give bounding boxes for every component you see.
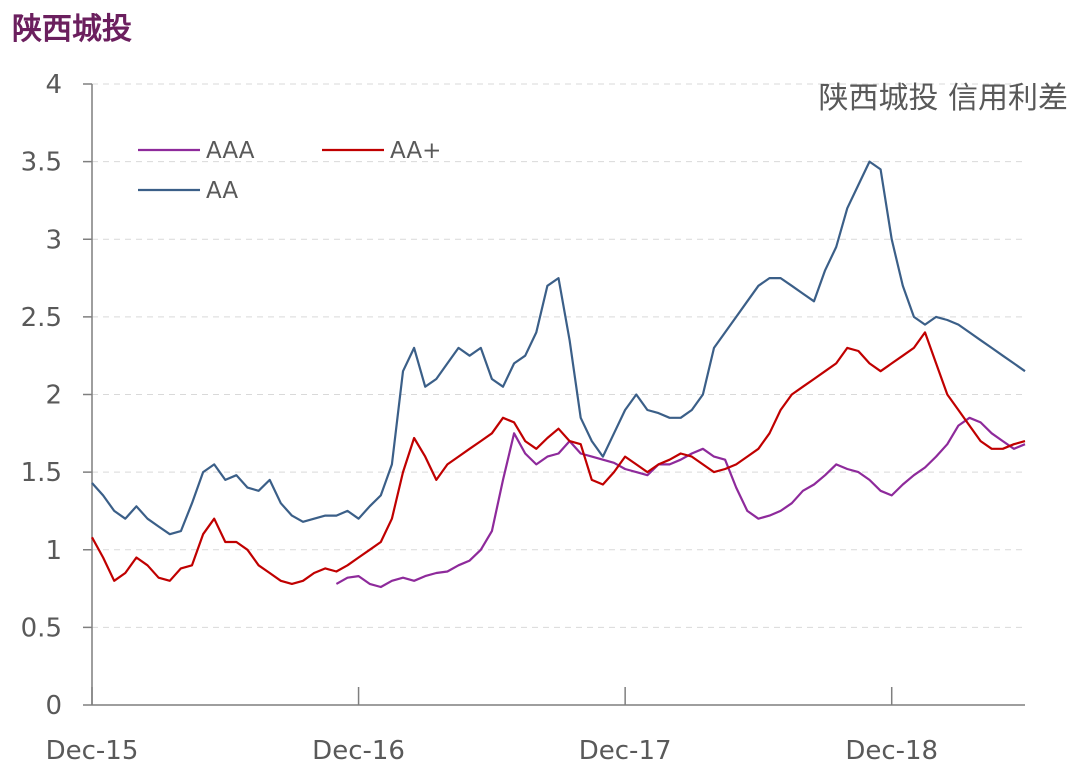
y-tick-label: 0 bbox=[45, 691, 62, 721]
x-tick-label: Dec-15 bbox=[46, 736, 139, 766]
legend-label: AA+ bbox=[390, 138, 441, 164]
y-tick-label: 3.5 bbox=[21, 148, 62, 178]
y-tick-label: 1 bbox=[45, 536, 62, 566]
y-tick-label: 2 bbox=[45, 381, 62, 411]
y-tick-label: 4 bbox=[45, 70, 62, 100]
y-tick-label: 3 bbox=[45, 225, 62, 255]
series-lines bbox=[91, 160, 1026, 589]
y-tick-label: 0.5 bbox=[21, 613, 62, 643]
y-axis-ticks: 0 0.5 1 1.5 2 2.5 3 3.5 4 bbox=[21, 70, 92, 721]
x-tick-label: Dec-17 bbox=[579, 736, 672, 766]
legend: AAA AA+ AA bbox=[138, 138, 441, 204]
legend-label: AAA bbox=[206, 138, 255, 164]
gridlines bbox=[92, 83, 1025, 628]
chart-title: 陕西城投 信用利差 bbox=[818, 81, 1068, 116]
x-tick-label: Dec-16 bbox=[312, 736, 405, 766]
series-line-aaa bbox=[335, 416, 1026, 589]
page-title: 陕西城投 bbox=[12, 12, 132, 47]
y-tick-label: 2.5 bbox=[21, 303, 62, 333]
series-line-aa-plus bbox=[91, 331, 1026, 585]
series-line-aa bbox=[91, 160, 1026, 536]
y-tick-label: 1.5 bbox=[21, 458, 62, 488]
x-axis-ticks: Dec-15 Dec-16 Dec-17 Dec-18 bbox=[46, 687, 938, 766]
x-tick-label: Dec-18 bbox=[845, 736, 938, 766]
legend-label: AA bbox=[206, 178, 238, 204]
